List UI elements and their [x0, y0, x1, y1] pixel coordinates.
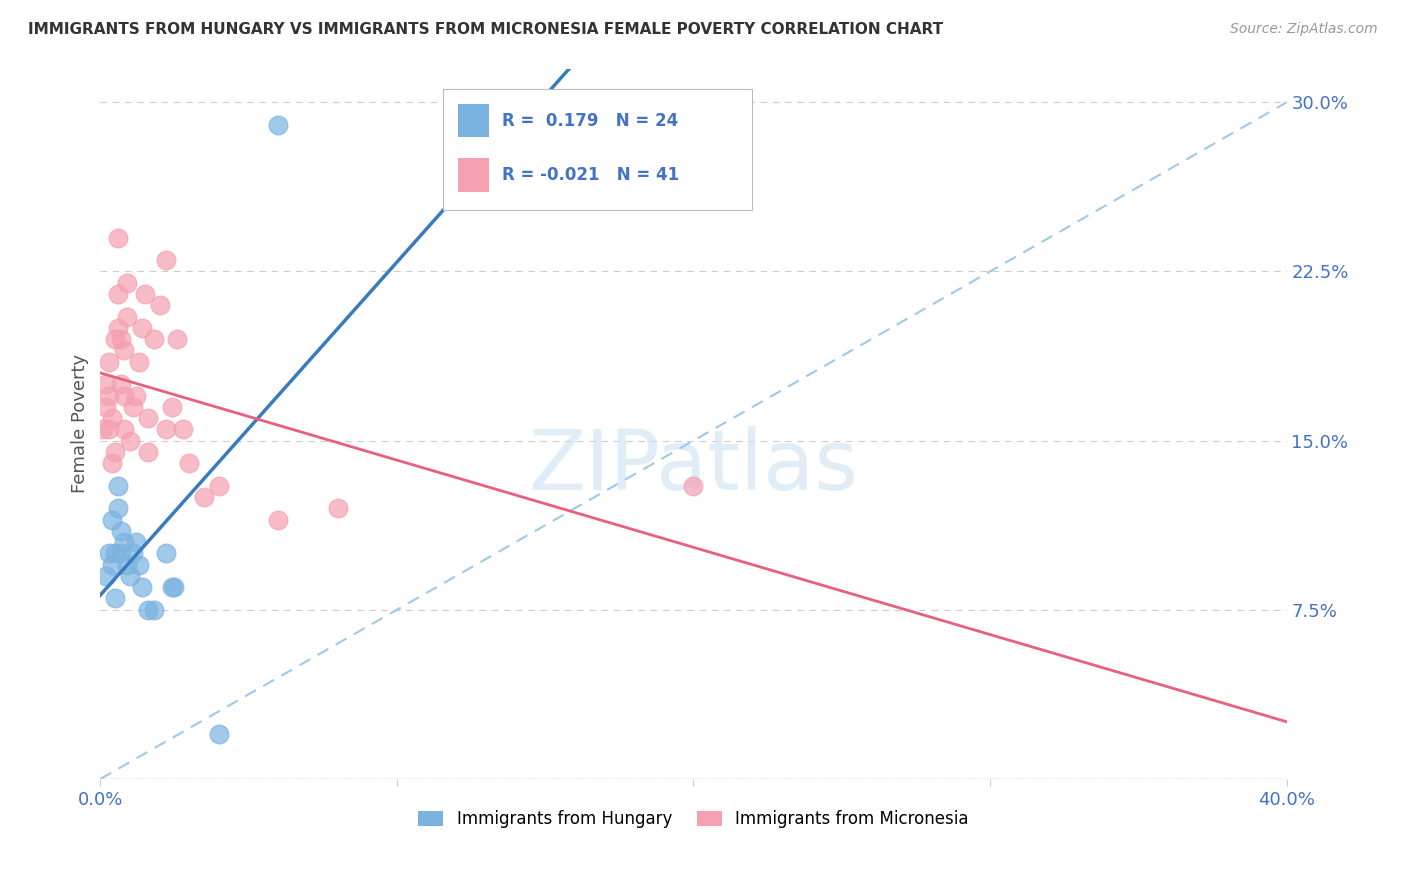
Point	[98, 546, 121, 560]
Bar	[458, 158, 489, 192]
Point	[107, 230, 129, 244]
Point	[142, 332, 165, 346]
Legend: Immigrants from Hungary, Immigrants from Micronesia: Immigrants from Hungary, Immigrants from…	[412, 803, 976, 835]
Point	[110, 332, 132, 346]
Point	[136, 445, 159, 459]
Point	[110, 377, 132, 392]
Point	[172, 422, 194, 436]
Point	[115, 558, 138, 572]
Text: R =  0.179   N = 24: R = 0.179 N = 24	[502, 112, 678, 129]
Point	[96, 569, 118, 583]
Point	[115, 310, 138, 324]
Point	[118, 569, 141, 583]
Point	[110, 524, 132, 538]
Point	[96, 400, 118, 414]
Point	[101, 512, 124, 526]
Point	[160, 580, 183, 594]
Point	[134, 287, 156, 301]
Point	[267, 118, 290, 132]
Point	[115, 276, 138, 290]
Point	[267, 512, 290, 526]
Point	[125, 388, 148, 402]
Point	[107, 501, 129, 516]
Point	[104, 445, 127, 459]
Point	[136, 411, 159, 425]
Point	[193, 490, 215, 504]
Point	[112, 535, 135, 549]
Point	[163, 580, 186, 594]
Point	[104, 591, 127, 606]
Point	[149, 298, 172, 312]
Point	[155, 253, 177, 268]
Point	[107, 287, 129, 301]
Point	[128, 558, 150, 572]
Point	[122, 400, 145, 414]
Point	[208, 727, 231, 741]
Text: IMMIGRANTS FROM HUNGARY VS IMMIGRANTS FROM MICRONESIA FEMALE POVERTY CORRELATION: IMMIGRANTS FROM HUNGARY VS IMMIGRANTS FR…	[28, 22, 943, 37]
Point	[107, 479, 129, 493]
Point	[326, 501, 349, 516]
Point	[104, 546, 127, 560]
Point	[166, 332, 188, 346]
Point	[160, 400, 183, 414]
Point	[155, 546, 177, 560]
Text: ZIPatlas: ZIPatlas	[529, 425, 859, 507]
Bar	[458, 103, 489, 137]
Point	[112, 343, 135, 358]
Point	[155, 422, 177, 436]
Point	[136, 603, 159, 617]
Text: Source: ZipAtlas.com: Source: ZipAtlas.com	[1230, 22, 1378, 37]
Point	[142, 603, 165, 617]
Point	[104, 332, 127, 346]
Point	[96, 377, 118, 392]
Point	[101, 456, 124, 470]
Point	[101, 411, 124, 425]
Point	[107, 321, 129, 335]
Point	[179, 456, 201, 470]
Point	[91, 422, 114, 436]
Point	[682, 479, 704, 493]
Point	[112, 388, 135, 402]
Y-axis label: Female Poverty: Female Poverty	[72, 354, 89, 493]
Point	[112, 422, 135, 436]
Point	[128, 354, 150, 368]
Point	[98, 354, 121, 368]
Point	[98, 388, 121, 402]
Point	[131, 580, 153, 594]
Point	[110, 546, 132, 560]
Point	[122, 546, 145, 560]
Point	[131, 321, 153, 335]
Point	[208, 479, 231, 493]
Point	[98, 422, 121, 436]
Point	[125, 535, 148, 549]
Text: R = -0.021   N = 41: R = -0.021 N = 41	[502, 166, 679, 184]
Point	[118, 434, 141, 448]
Point	[101, 558, 124, 572]
